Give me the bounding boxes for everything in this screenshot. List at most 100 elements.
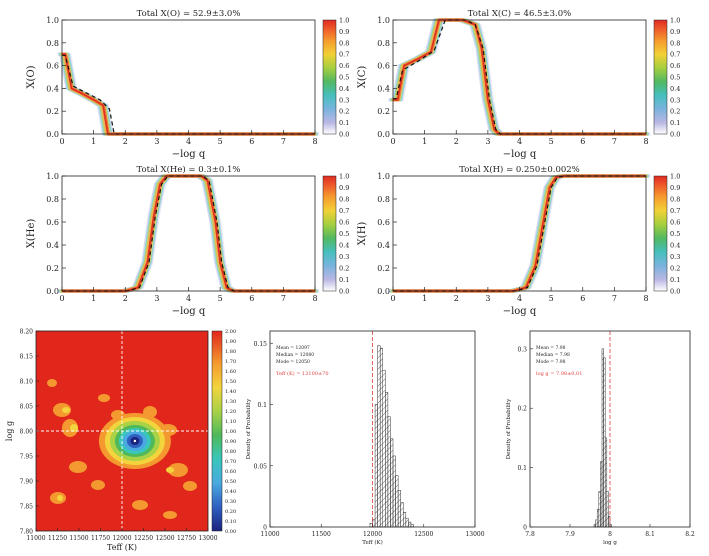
xc-title: Total X(C) = 46.5±3.0% [468, 8, 571, 19]
xhe-xlabel: −log q [172, 306, 206, 317]
xh-ytick-label: 1.0 [377, 172, 390, 181]
xhe-ylabel: X(He) [26, 219, 37, 249]
heatmap-ytick-label: 7.90 [20, 479, 34, 486]
teffhist-bar [403, 512, 407, 528]
xc-ytick-label: 0.8 [377, 39, 390, 48]
teffhist-bar [385, 392, 389, 528]
heatmap-colorbar-label: 0.30 [225, 499, 236, 505]
heatmap-patch [98, 394, 110, 402]
xhe-colorbar-label: 1.0 [339, 173, 349, 181]
heatmap-patch [69, 461, 87, 473]
logghist-stat-line: Mean = 7.98 [536, 345, 566, 351]
xc-colorbar-label: 0.5 [670, 74, 680, 82]
teffhist-xtick-label: 13000 [465, 531, 484, 538]
heatmap-colorbar-label: 0.70 [225, 459, 236, 465]
xc-xlabel: −log q [503, 149, 537, 160]
heatmap-patch [132, 500, 148, 510]
xc-colorbar-label: 0.3 [670, 96, 680, 104]
heatmap-ytick-label: 8.05 [20, 404, 34, 411]
xo-ytick-label: 0.4 [46, 84, 59, 93]
xc-xtick-label: 5 [549, 137, 554, 146]
teffhist-bar [397, 490, 401, 528]
xc-xtick-label: 8 [643, 137, 648, 146]
xhe-plot-area [62, 176, 315, 291]
xhe-xtick-label: 0 [59, 294, 64, 303]
heatmap-xtick-label: 13000 [198, 535, 217, 542]
xc-plot: 0 1 2 3 4 5 6 7 8 0.0 0.2 0.4 0.6 0.8 1.0 Total X(C) = … [357, 8, 680, 160]
heatmap-ytick-label: 7.95 [20, 454, 34, 461]
xc-colorbar-label: 0.9 [670, 28, 680, 36]
heatmap-colorbar-label: 1.60 [225, 369, 236, 375]
heatmap-xtick-label: 12000 [112, 535, 131, 542]
xc-colorbar-label: 0.2 [670, 108, 680, 116]
xh-colorbar-label: 0.4 [670, 242, 680, 250]
logghist-ytick-label: 0.1 [517, 465, 527, 472]
xhe-colorbar-label: 0.5 [339, 230, 349, 238]
xhe-ytick-label: 0.0 [46, 287, 59, 296]
heatmap-colorbar-label: 0.00 [225, 529, 236, 535]
heatmap-xtick-label: 11000 [26, 535, 45, 542]
heatmap-xtick-label: 11750 [91, 535, 110, 542]
teffhist-bar [395, 475, 399, 528]
heatmap-patch [91, 480, 105, 490]
xh-colorbar-label: 0.7 [670, 207, 680, 215]
xh-ytick-label: 0.8 [377, 195, 390, 204]
xc-colorbar-label: 1.0 [670, 17, 680, 25]
logghist-ytick-label: 0.3 [517, 346, 527, 353]
teffhist-bar [392, 455, 396, 528]
xhe-colorbar-label: 0.0 [339, 288, 349, 296]
xh-colorbar-label: 0.6 [670, 219, 680, 227]
teffhist-bar [377, 345, 381, 528]
xhe-xtick-label: 5 [218, 294, 223, 303]
xhe-ytick-label: 0.4 [46, 241, 59, 250]
logghist-xtick-label: 7.9 [565, 531, 575, 538]
heatmap-colorbar-label: 1.30 [225, 399, 236, 405]
xo-xtick-label: 5 [218, 137, 223, 146]
xh-colorbar [653, 175, 668, 292]
heatmap-xtick-label: 12750 [177, 535, 196, 542]
heatmap-xlabel: Teff (K) [107, 543, 137, 552]
xo-xtick-label: 0 [59, 137, 64, 146]
xc-xtick-label: 6 [580, 137, 585, 146]
xo-xtick-label: 6 [249, 137, 254, 146]
heatmap-colorbar-label: 0.60 [225, 469, 236, 475]
logghist-ytick-label: 0 [523, 525, 527, 532]
xo-colorbar-label: 0.1 [339, 119, 349, 127]
xhe-colorbar-label: 0.8 [339, 196, 349, 204]
heatmap-colorbar [211, 330, 223, 532]
xh-xtick-label: 3 [485, 294, 490, 303]
heatmap-colorbar-label: 1.90 [225, 339, 236, 345]
xhe-xtick-label: 4 [186, 294, 191, 303]
xo-title: Total X(O) = 52.9±3.0% [137, 8, 241, 19]
logghist-xlabel: log g [603, 540, 617, 546]
heatmap-ytick-label: 7.85 [20, 504, 34, 511]
teffhist-ytick-label: 0 [263, 525, 267, 532]
xhe-colorbar-label: 0.3 [339, 253, 349, 261]
heatmap-patch [62, 407, 70, 413]
xc-colorbar-label: 0.7 [670, 51, 680, 59]
xc-xtick-label: 3 [485, 137, 490, 146]
heatmap-patch [70, 424, 78, 432]
heatmap-colorbar-label: 1.00 [225, 429, 236, 435]
heatmap-xtick-label: 12500 [155, 535, 174, 542]
xh-ylabel: X(H) [357, 222, 368, 246]
heatmap-ytick-label: 7.80 [20, 529, 34, 536]
logghist-xtick-label: 8.1 [645, 531, 655, 538]
heatmap-colorbar-label: 0.20 [225, 509, 236, 515]
xh-xtick-label: 2 [454, 294, 459, 303]
xh-colorbar-label: 1.0 [670, 173, 680, 181]
xh-xtick-label: 4 [517, 294, 522, 303]
xo-ytick-label: 0.6 [46, 62, 59, 71]
xh-ytick-label: 0.6 [377, 218, 390, 227]
xc-colorbar [653, 19, 668, 135]
heatmap-ytick-label: 8.20 [20, 329, 34, 336]
teffhist-plot: 11000 11500 12000 12500 13000 0 0.05 0.1 0.15 Tef… [246, 330, 485, 546]
xc-colorbar-label: 0.6 [670, 62, 680, 70]
heatmap-minimum-marker [133, 439, 137, 443]
xc-xtick-label: 1 [422, 137, 427, 146]
xh-xtick-label: 5 [549, 294, 554, 303]
xo-xlabel: −log q [172, 149, 206, 160]
xo-colorbar-label: 0.0 [339, 131, 349, 139]
teffhist-stat-line: Median = 12080 [276, 352, 314, 358]
heatmap-colorbar-label: 1.70 [225, 359, 236, 365]
